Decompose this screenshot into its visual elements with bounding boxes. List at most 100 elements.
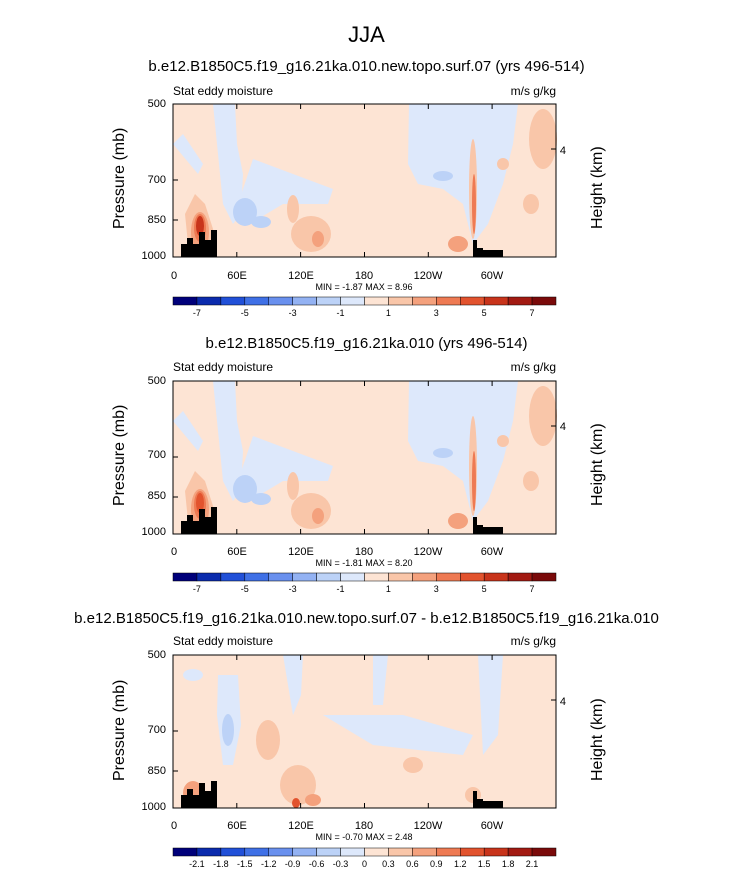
colorbar-swatch (483, 296, 509, 306)
colorbar-swatch (460, 572, 485, 582)
colorbar-swatch (483, 572, 509, 582)
panel-1-right-subtitle: m/s g/kg (510, 84, 556, 98)
panel-2-right-subtitle: m/s g/kg (510, 360, 556, 374)
panel-1-xtick: 180 (354, 270, 374, 282)
colorbar-swatch (531, 572, 557, 582)
panel-3-title: b.e12.B1850C5.f19_g16.21ka.010.new.topo.… (74, 610, 659, 627)
panel-1-ytick: 1000 (141, 250, 166, 262)
contour-region (213, 104, 243, 224)
panel-2-colorbar (172, 572, 557, 582)
contour-region (173, 411, 203, 451)
contour-region (529, 109, 557, 169)
colorbar-swatch (196, 572, 222, 582)
colorbar-label: 0 (361, 859, 367, 869)
contour-region (213, 381, 243, 501)
contour-region (196, 493, 204, 513)
contour-region (233, 198, 257, 226)
panel-3-xtick: 180 (354, 820, 374, 832)
contour-region (222, 714, 234, 746)
colorbar-swatch (388, 296, 413, 306)
panel-2-left-subtitle: Stat eddy moisture (173, 360, 274, 374)
panel-3-xtick: 60W (480, 820, 504, 832)
contour-region (497, 435, 509, 447)
contour-region (291, 493, 331, 529)
colorbar-swatch (436, 296, 461, 306)
colorbar-label: 0.3 (382, 859, 395, 869)
colorbar-label: 7 (529, 584, 535, 594)
colorbar-swatch (460, 296, 485, 306)
panel-1-ytick: 700 (147, 174, 166, 186)
colorbar-swatch (292, 572, 317, 582)
colorbar-swatch (244, 572, 269, 582)
colorbar-swatch (436, 572, 461, 582)
contour-region (256, 720, 280, 760)
panel-1-colorbar (172, 296, 557, 306)
contour-region (251, 493, 271, 505)
panel-3-xtick: 0 (170, 820, 178, 832)
colorbar-swatch (316, 847, 341, 857)
colorbar-swatch (292, 847, 317, 857)
panel-2-title: b.e12.B1850C5.f19_g16.21ka.010 (yrs 496-… (205, 335, 528, 352)
contour-region (173, 134, 203, 174)
colorbar-swatch (268, 572, 293, 582)
colorbar-swatch (364, 296, 389, 306)
colorbar-swatch (412, 572, 437, 582)
contour-region (238, 436, 333, 496)
contour-region (529, 386, 557, 446)
panel-1-ytick: 850 (147, 214, 166, 226)
panel-1-xtick: 120E (288, 270, 314, 282)
topography-mask (181, 230, 217, 257)
panel-1-xtick: 60E (227, 270, 247, 282)
contour-region (433, 448, 453, 458)
colorbar-label: -0.3 (332, 859, 349, 869)
colorbar-swatch (292, 296, 317, 306)
colorbar-swatch (220, 847, 246, 857)
panel-2-xtick: 0 (170, 546, 178, 558)
colorbar-swatch (388, 847, 413, 857)
colorbar-swatch (412, 847, 437, 857)
colorbar-label: 3 (433, 584, 439, 594)
colorbar-swatch (531, 847, 557, 857)
topography-mask (473, 240, 503, 257)
colorbar-swatch (460, 847, 485, 857)
colorbar-swatch (220, 572, 246, 582)
colorbar-label: -1 (336, 584, 345, 594)
colorbar-label: -1.8 (213, 859, 229, 869)
colorbar-label: -0.6 (308, 859, 325, 869)
panel-1-minmax: MIN = -1.87 MAX = 8.96 (315, 282, 413, 292)
panel-1-xtick: 0 (170, 270, 178, 282)
colorbar-label: 1.2 (453, 859, 467, 869)
colorbar-swatch (172, 847, 198, 857)
panel-2-xtick: 180 (354, 546, 374, 558)
colorbar-label: -3 (288, 584, 297, 594)
colorbar-swatch (364, 847, 389, 857)
contour-region (238, 159, 333, 219)
topography-mask (473, 517, 503, 534)
colorbar-label: 0.9 (430, 859, 443, 869)
panel-3-xtick: 120E (288, 820, 314, 832)
panel-3-ytick: 1000 (141, 801, 166, 813)
panel-1-ylabel-right: Height (km) (589, 146, 606, 229)
panel-3-ylabel-right: Height (km) (589, 698, 606, 781)
colorbar-swatch (220, 296, 246, 306)
topography-mask (181, 507, 217, 534)
colorbar-swatch (244, 296, 269, 306)
colorbar-label: -1.2 (260, 859, 277, 869)
contour-region (291, 216, 331, 252)
colorbar-label: 7 (529, 308, 535, 318)
colorbar-label: 1.5 (477, 859, 491, 869)
panel-3-ytick-right: 4 (559, 696, 566, 708)
panel-2-ytick: 1000 (141, 526, 166, 538)
colorbar-label: 5 (481, 584, 487, 594)
panel-2-plot (172, 380, 557, 535)
colorbar-swatch (507, 847, 533, 857)
colorbar-swatch (507, 572, 533, 582)
colorbar-swatch (483, 847, 509, 857)
colorbar-label: -1 (336, 308, 345, 318)
panel-3-xtick: 60E (227, 820, 247, 832)
panel-2-minmax: MIN = -1.81 MAX = 8.20 (315, 558, 413, 568)
contour-region (323, 715, 473, 755)
colorbar-label: 3 (433, 308, 439, 318)
contour-region (305, 794, 321, 806)
colorbar-label: -0.9 (284, 859, 301, 869)
